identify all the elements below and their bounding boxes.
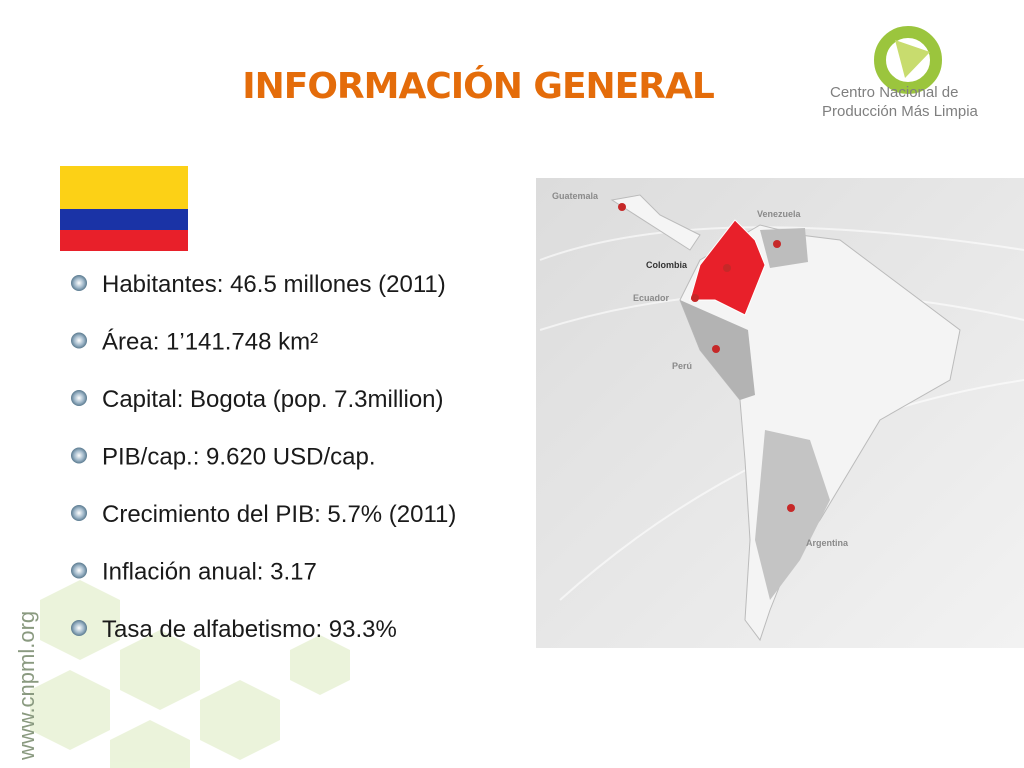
bullet-icon — [71, 447, 87, 464]
bullet-text: PIB/cap.: 9.620 USD/cap. — [102, 444, 375, 471]
background-hexagons — [30, 580, 350, 768]
bullet-icon — [71, 390, 87, 406]
website: www.cnpml.org — [14, 611, 39, 761]
map-label: Colombia — [646, 260, 688, 270]
bullet-text: Crecimiento del PIB: 5.7% (2011) — [102, 501, 456, 528]
bullet-icon — [71, 275, 87, 291]
bullet-icon — [71, 620, 87, 636]
bullet-text: Inflación anual: 3.17 — [102, 559, 317, 586]
bullet-text: Tasa de alfabetismo: 93.3% — [102, 616, 397, 643]
map-label: Guatemala — [552, 191, 599, 201]
map: Guatemala Venezuela Colombia Ecuador Per… — [536, 178, 1024, 648]
bullet-text: Área: 1’141.748 km² — [102, 329, 318, 356]
logo-text: Centro Nacional de — [830, 84, 958, 101]
bullet-text: Habitantes: 46.5 millones (2011) — [102, 271, 446, 298]
map-label: Ecuador — [633, 293, 670, 303]
map-label: Perú — [672, 361, 692, 371]
logo: Centro Nacional de Producción Más Limpia — [822, 26, 979, 120]
map-label: Venezuela — [757, 209, 802, 219]
map-label: Argentina — [806, 538, 849, 548]
bullet-icon — [71, 562, 87, 579]
title: INFORMACIÓN GENERAL — [242, 65, 714, 107]
flag — [60, 166, 188, 251]
bullet-icon — [71, 332, 87, 349]
bullet-icon — [71, 505, 87, 521]
bullet-text: Capital: Bogota (pop. 7.3million) — [102, 386, 444, 413]
logo-text: Producción Más Limpia — [822, 103, 979, 120]
bullet-list: Habitantes: 46.5 millones (2011) Área: 1’… — [71, 271, 456, 643]
